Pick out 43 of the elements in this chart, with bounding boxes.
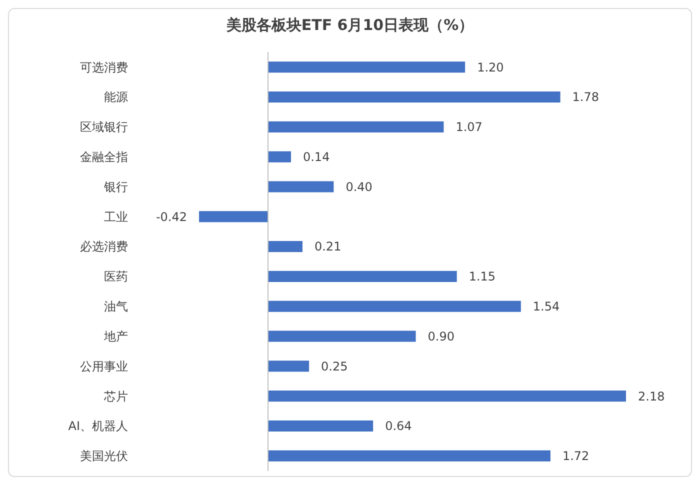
bar bbox=[268, 360, 310, 372]
y-tick-label: 区域银行 bbox=[80, 120, 128, 134]
y-tick-label: 油气 bbox=[104, 300, 128, 314]
y-tick-label: 医药 bbox=[104, 270, 128, 284]
data-label: 0.40 bbox=[346, 180, 372, 194]
bar bbox=[268, 420, 374, 432]
data-label: 1.15 bbox=[468, 270, 496, 284]
y-tick-label: 必选消费 bbox=[80, 240, 128, 254]
bar bbox=[199, 211, 268, 222]
chart-title: 美股各板块ETF 6月10日表现（%） bbox=[225, 16, 474, 34]
data-label: 2.18 bbox=[638, 389, 665, 404]
data-label: 0.25 bbox=[321, 359, 348, 374]
data-label: 1.54 bbox=[532, 300, 560, 314]
bar bbox=[268, 121, 444, 132]
data-label: 1.07 bbox=[456, 120, 482, 134]
bar bbox=[268, 330, 416, 342]
y-tick-label: 可选消费 bbox=[80, 60, 128, 74]
bar bbox=[268, 181, 334, 192]
bar bbox=[268, 151, 291, 162]
bar bbox=[268, 62, 466, 73]
data-label: 0.90 bbox=[428, 329, 455, 344]
bar bbox=[268, 270, 457, 282]
data-label: 0.64 bbox=[385, 419, 412, 434]
y-tick-label: 公用事业 bbox=[80, 359, 128, 374]
y-tick-label: AI、机器人 bbox=[68, 419, 128, 434]
data-label: 1.20 bbox=[477, 60, 504, 74]
y-tick-label: 美国光伏 bbox=[80, 449, 128, 464]
bar bbox=[268, 241, 302, 252]
data-label: 0.14 bbox=[302, 150, 330, 164]
bar bbox=[268, 390, 626, 402]
data-label: 1.72 bbox=[562, 449, 590, 464]
bar bbox=[268, 300, 521, 312]
data-label: -0.42 bbox=[156, 210, 188, 224]
bar bbox=[268, 91, 560, 103]
y-tick-label: 能源 bbox=[104, 90, 128, 104]
y-tick-label: 地产 bbox=[103, 329, 128, 344]
y-tick-label: 芯片 bbox=[103, 389, 128, 404]
bar bbox=[268, 450, 550, 462]
data-label: 0.21 bbox=[314, 240, 342, 254]
y-tick-label: 金融全指 bbox=[80, 150, 128, 164]
y-tick-label: 工业 bbox=[104, 210, 128, 224]
y-tick-label: 银行 bbox=[103, 180, 128, 194]
data-label: 1.78 bbox=[572, 90, 600, 104]
